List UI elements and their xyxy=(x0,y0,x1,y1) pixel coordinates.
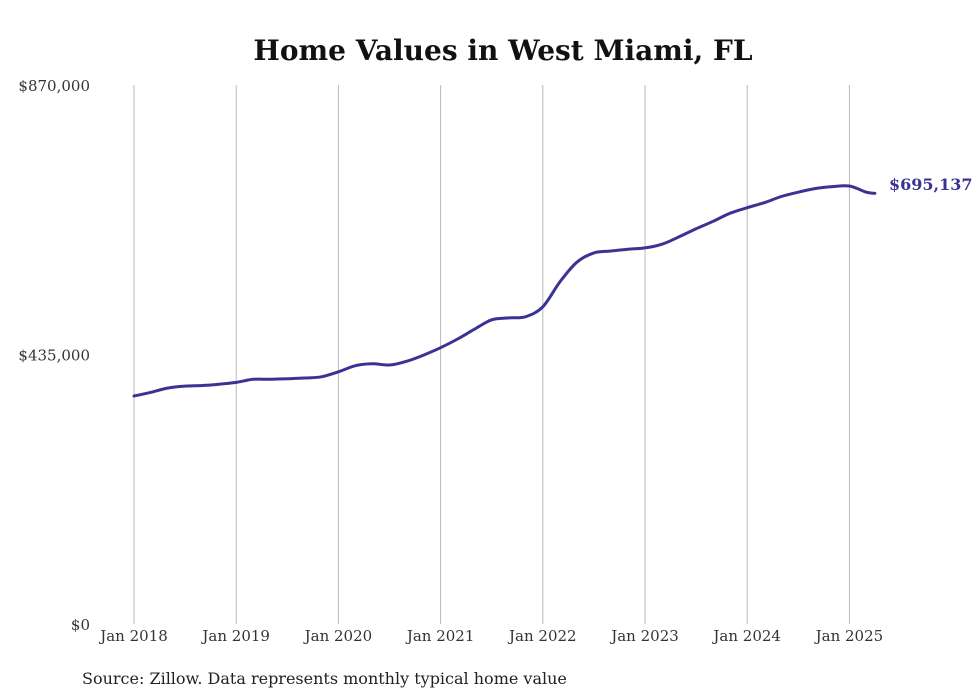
x-tick-label: Jan 2024 xyxy=(711,627,781,645)
x-tick-label: Jan 2021 xyxy=(405,627,475,645)
y-tick-label: $0 xyxy=(71,616,90,634)
x-tick-label: Jan 2023 xyxy=(609,627,679,645)
last-value-label: $695,137 xyxy=(889,175,973,194)
y-tick-label: $870,000 xyxy=(18,77,90,95)
y-axis-tick-labels: $0 $435,000 $870,000 xyxy=(18,77,90,634)
source-note: Source: Zillow. Data represents monthly … xyxy=(82,669,567,688)
chart-title: Home Values in West Miami, FL xyxy=(253,34,753,67)
gridlines xyxy=(133,85,850,624)
x-tick-label: Jan 2020 xyxy=(303,627,373,645)
home-value-series-line xyxy=(132,184,877,398)
x-tick-label: Jan 2018 xyxy=(98,627,168,645)
x-tick-label: Jan 2025 xyxy=(814,627,884,645)
x-tick-label: Jan 2022 xyxy=(507,627,577,645)
y-tick-label: $435,000 xyxy=(18,347,90,365)
x-tick-label: Jan 2019 xyxy=(200,627,270,645)
x-axis-tick-labels: Jan 2018 Jan 2019 Jan 2020 Jan 2021 Jan 2022… xyxy=(98,627,883,645)
